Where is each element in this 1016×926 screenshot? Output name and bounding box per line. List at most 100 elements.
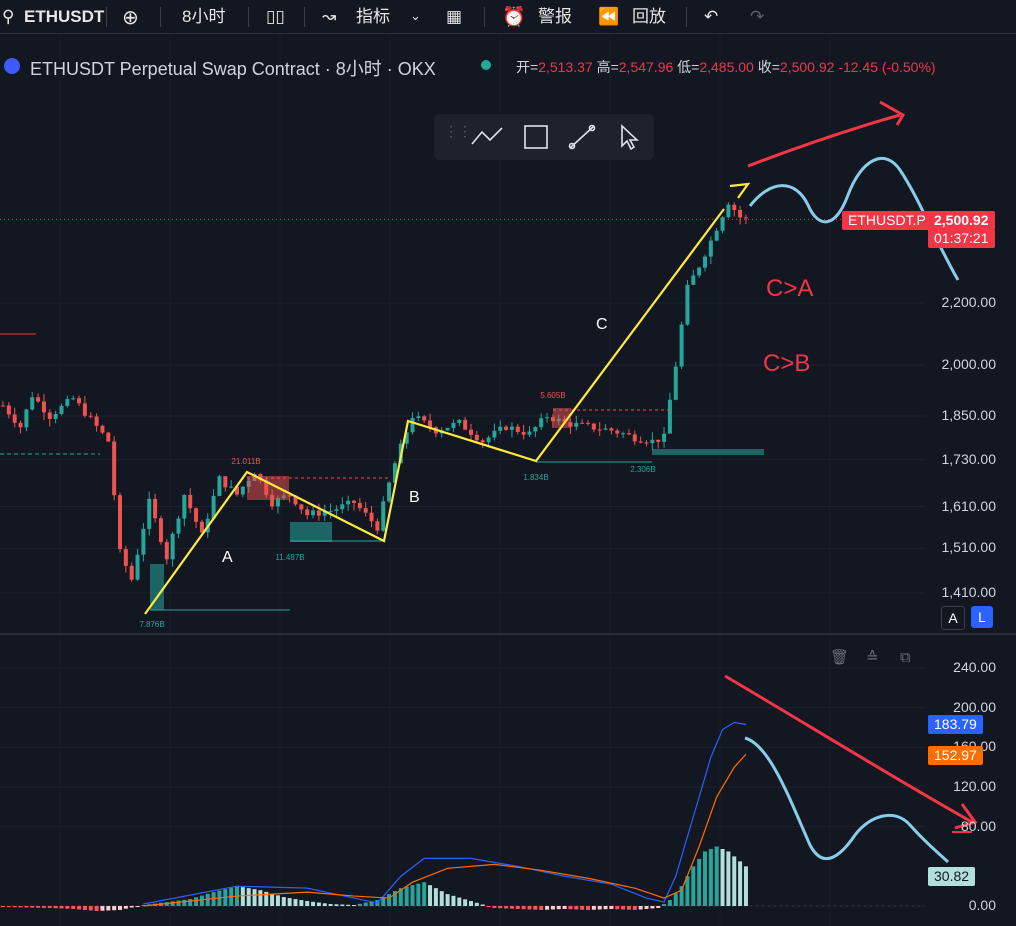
histogram-bar [199, 895, 204, 906]
histogram-bar [603, 906, 608, 910]
histogram-bar [363, 902, 368, 906]
histogram-bar [287, 898, 292, 906]
histogram-bar [492, 906, 497, 908]
demand-zone [150, 564, 164, 610]
histogram-bar [486, 906, 491, 907]
candles-layer [0, 202, 748, 582]
histogram-bar [82, 906, 87, 910]
line-tool-icon[interactable] [568, 124, 596, 150]
candle-body [392, 463, 397, 483]
candle-body [217, 476, 222, 496]
candle-body [65, 399, 70, 406]
candle-body [492, 430, 497, 438]
log-scale-button[interactable]: L [971, 606, 993, 628]
candle-body [527, 431, 532, 435]
chevron-down-icon[interactable]: ⌄ [410, 9, 421, 24]
candle-body [656, 439, 661, 442]
candle-body [30, 397, 35, 410]
trash-icon[interactable]: 🗑 [830, 648, 850, 666]
candle-body [632, 434, 637, 442]
candle-body [720, 217, 725, 231]
histogram-bar [322, 903, 327, 906]
histogram-bar [644, 906, 649, 909]
histogram-bar [18, 906, 23, 908]
countdown-badge: 01:37:21 [928, 229, 995, 248]
toolbar-divider [160, 7, 161, 27]
auto-scale-button[interactable]: A [941, 606, 965, 630]
candle-body [387, 482, 392, 502]
candle-body [12, 414, 17, 423]
search-icon[interactable]: ⚲ [2, 7, 15, 27]
candle-body [94, 416, 99, 426]
candle-body [404, 432, 409, 444]
trend-tool-icon[interactable] [471, 127, 503, 145]
alert-button[interactable]: 警报 [538, 7, 572, 26]
candle-body [223, 476, 228, 488]
candle-body [410, 418, 415, 433]
macd-tick-label: 120.00 [953, 778, 996, 794]
histogram-bar [47, 906, 52, 908]
macd-tick-label: 200.00 [953, 698, 996, 715]
wave-c-label: C [596, 316, 608, 333]
histogram-bar [392, 891, 397, 906]
candle-body [141, 528, 146, 555]
histogram-bar [88, 906, 93, 911]
cursor-tool-icon[interactable] [621, 124, 640, 151]
undo-icon[interactable]: ↶ [704, 7, 719, 27]
histogram-bar [726, 851, 731, 906]
histogram-bar [77, 906, 82, 910]
candle-body [6, 405, 11, 415]
add-icon[interactable]: ⊕ [122, 5, 139, 29]
candle-body [574, 422, 579, 427]
layout-icon[interactable]: ▦ [446, 7, 463, 27]
c-greater-b-note: C>B [763, 350, 810, 377]
histogram-bar [398, 888, 403, 906]
candle-body [580, 422, 585, 424]
alarm-icon[interactable]: ⏰ [502, 6, 526, 28]
candle-body [679, 324, 684, 367]
histogram-bar [527, 906, 532, 910]
indicators-button[interactable]: 指标 [356, 7, 390, 26]
candle-body [673, 366, 678, 400]
replay-button[interactable]: 回放 [632, 7, 666, 26]
candle-body [311, 510, 316, 516]
rectangle-tool-icon[interactable] [524, 125, 548, 149]
symbol-search[interactable]: ETHUSDT [24, 7, 105, 26]
maximize-icon[interactable]: ⧉ [900, 648, 911, 666]
candles-icon[interactable]: ▯▯ [266, 7, 285, 27]
toolbar-divider [686, 7, 687, 27]
candle-body [176, 518, 181, 534]
histogram-bar [41, 906, 46, 908]
histogram-bar [176, 900, 181, 906]
collapse-icon[interactable]: ≙ [866, 648, 879, 666]
redo-icon[interactable]: ↷ [750, 7, 765, 27]
replay-icon[interactable]: ⏪ [598, 7, 620, 27]
histogram-bar [474, 902, 479, 906]
macd-tick-label: 240.00 [953, 659, 996, 675]
histogram-bar [539, 906, 544, 910]
candle-body [305, 509, 310, 516]
histogram-bar [346, 904, 351, 906]
histogram-bar [632, 906, 637, 910]
candle-body [463, 419, 468, 430]
candle-body [194, 508, 199, 522]
candle-body [293, 495, 298, 505]
histogram-bar [457, 897, 462, 906]
candle-body [357, 502, 362, 509]
histogram-bar [591, 906, 596, 910]
signal-line [143, 753, 747, 907]
histogram-bar [188, 899, 193, 906]
candle-body [498, 426, 503, 431]
interval-button[interactable]: 8小时 [182, 7, 226, 26]
histogram-bar [100, 906, 105, 911]
candle-body [545, 417, 550, 419]
toolbar-divider [106, 7, 107, 27]
histogram-bar [118, 906, 122, 910]
histogram-bar [316, 902, 321, 906]
projected-price-path [748, 157, 960, 281]
candle-body [275, 497, 280, 507]
candle-body [457, 419, 462, 423]
histogram-bar [30, 906, 35, 908]
indicators-icon[interactable]: ↝ [322, 7, 337, 27]
